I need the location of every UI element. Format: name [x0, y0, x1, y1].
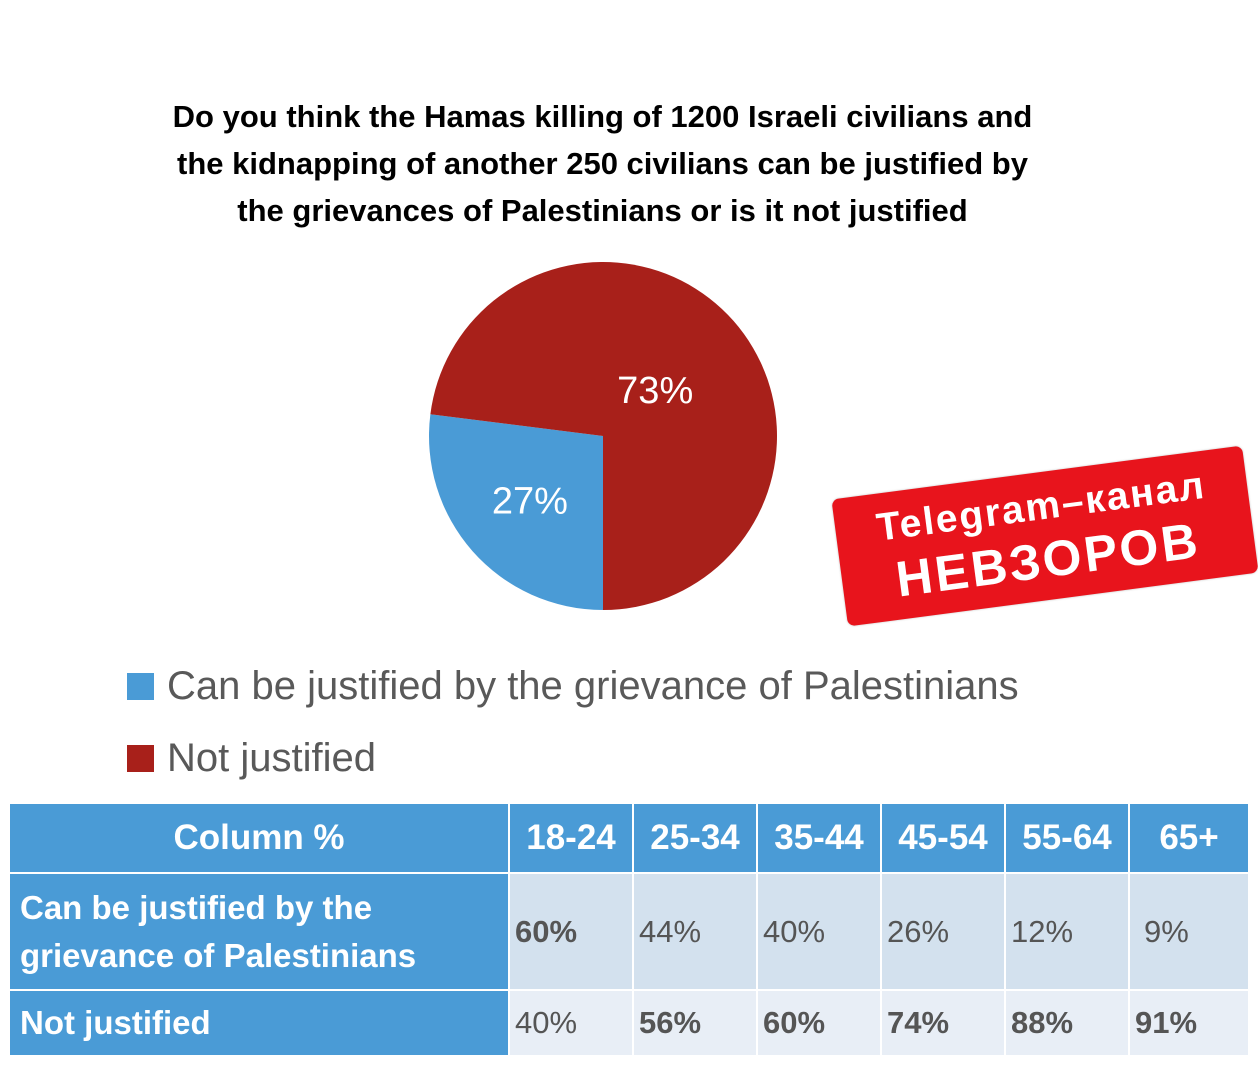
- table-cell: 60%: [758, 991, 880, 1055]
- row-header-justified: Can be justified by the grievance of Pal…: [10, 874, 508, 989]
- table-cell: 44%: [634, 874, 756, 989]
- table-cell: 88%: [1006, 991, 1128, 1055]
- table-header-row: Column % 18-24 25-34 35-44 45-54 55-64 6…: [10, 804, 1248, 872]
- column-header: 18-24: [510, 804, 632, 872]
- legend-item-justified: Can be justified by the grievance of Pal…: [127, 650, 1019, 722]
- legend-label-justified: Can be justified by the grievance of Pal…: [167, 663, 1019, 708]
- table-row: Can be justified by the grievance of Pal…: [10, 874, 1248, 989]
- table-cell: 74%: [882, 991, 1004, 1055]
- table-cell: 60%: [510, 874, 632, 989]
- pie-label-justified: 27%: [492, 480, 568, 522]
- column-header: 45-54: [882, 804, 1004, 872]
- table-cell: 9%: [1130, 874, 1248, 989]
- pie-slice-not-justified: [430, 262, 777, 610]
- row-header-not-justified: Not justified: [10, 991, 508, 1055]
- table-row: Not justified 40% 56% 60% 74% 88% 91%: [10, 991, 1248, 1055]
- column-header: 25-34: [634, 804, 756, 872]
- chart-title-line-2: the kidnapping of another 250 civilians …: [177, 146, 1028, 181]
- table-cell: 91%: [1130, 991, 1248, 1055]
- chart-legend: Can be justified by the grievance of Pal…: [127, 650, 1019, 794]
- column-header: 55-64: [1006, 804, 1128, 872]
- row-header-line: Can be justified by the: [20, 888, 373, 926]
- table-cell: 40%: [510, 991, 632, 1055]
- table-cell: 40%: [758, 874, 880, 989]
- age-breakdown-table: Column % 18-24 25-34 35-44 45-54 55-64 6…: [8, 802, 1250, 1057]
- table-corner-header: Column %: [10, 804, 508, 872]
- column-header: 65+: [1130, 804, 1248, 872]
- row-header-line: grievance of Palestinians: [20, 936, 417, 974]
- legend-swatch-not-justified: [127, 744, 154, 772]
- chart-title-line-3: the grievances of Palestinians or is it …: [237, 193, 968, 228]
- legend-item-not-justified: Not justified: [127, 722, 1019, 794]
- table-cell: 56%: [634, 991, 756, 1055]
- pie-slice-justified: [428, 414, 603, 610]
- chart-title-line-1: Do you think the Hamas killing of 1200 I…: [172, 99, 1033, 134]
- legend-label-not-justified: Not justified: [167, 735, 376, 780]
- legend-swatch-justified: [127, 672, 154, 700]
- pie-label-not-justified: 73%: [617, 370, 693, 412]
- pie-chart: 27% 73%: [428, 262, 777, 610]
- column-header: 35-44: [758, 804, 880, 872]
- table-cell: 12%: [1006, 874, 1128, 989]
- chart-title: Do you think the Hamas killing of 1200 I…: [120, 93, 1085, 234]
- table-cell: 26%: [882, 874, 1004, 989]
